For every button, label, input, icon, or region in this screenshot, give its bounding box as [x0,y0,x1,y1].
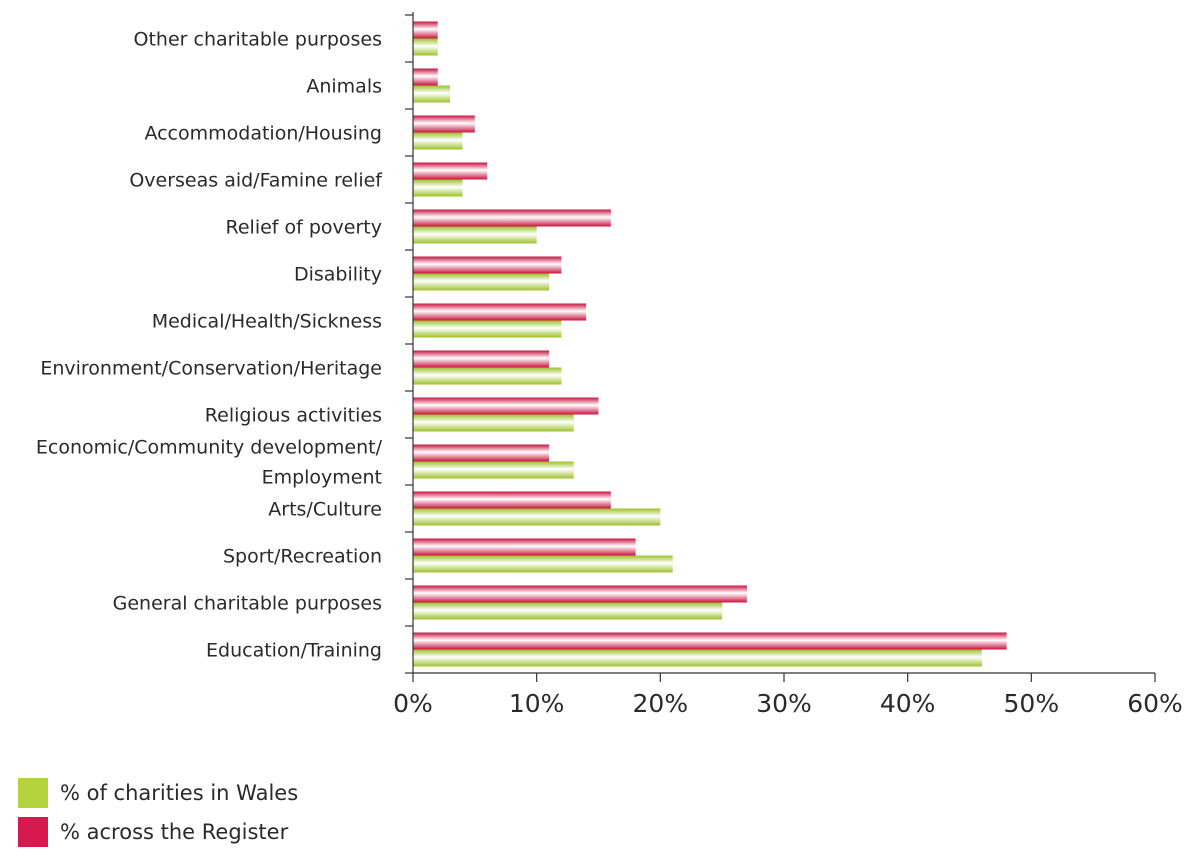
bar-register [413,491,611,509]
x-tick-label: 40% [880,689,936,718]
category-label: Sport/Recreation [223,546,382,568]
bar-wales [413,226,537,244]
bar-wales [413,179,463,197]
bar-wales [413,414,574,432]
bars-layer [413,21,1007,667]
category-label: Accommodation/Housing [144,123,382,145]
x-tick-label: 20% [633,689,689,718]
bar-register [413,115,475,133]
category-label: Animals [306,76,382,98]
bar-register [413,585,747,603]
legend-label-register: % across the Register [60,820,289,844]
x-tick-label: 30% [756,689,812,718]
bar-register [413,397,599,415]
bar-register [413,162,488,180]
bar-register [413,538,636,556]
category-label: Education/Training [206,640,382,662]
category-label: Arts/Culture [268,499,382,521]
legend-swatch-register [18,817,48,847]
bar-wales [413,367,562,385]
legend-label-wales: % of charities in Wales [60,781,299,805]
bar-register [413,303,587,321]
x-tick-label: 0% [393,689,433,718]
bar-register [413,632,1007,650]
category-label: Environment/Conservation/Heritage [40,358,382,380]
bar-wales [413,649,982,667]
x-tick-label: 50% [1004,689,1060,718]
bar-wales [413,38,438,56]
legend-swatch-wales [18,778,48,808]
bar-wales [413,85,451,103]
bar-wales [413,132,463,150]
legend-item-wales: % of charities in Wales [18,778,298,808]
x-tick-label: 10% [509,689,565,718]
bar-wales [413,461,574,479]
bar-wales [413,508,661,526]
legend: % of charities in Wales % across the Reg… [18,778,298,856]
bar-register [413,21,438,39]
labels-layer: Other charitable purposes Animals Accommod… [36,29,1183,719]
bar-register [413,209,611,227]
category-label: Relief of poverty [226,217,383,239]
bar-register [413,68,438,86]
bar-wales [413,555,673,573]
bar-wales [413,320,562,338]
bar-wales [413,273,550,291]
bar-wales [413,602,723,620]
bar-register [413,350,550,368]
bar-chart: Other charitable purposes Animals Accommod… [36,12,1183,719]
category-label: Religious activities [205,405,382,427]
category-label: Economic/Community development/ [36,437,383,459]
bar-register [413,444,550,462]
axes-layer [405,12,1156,682]
bar-register [413,256,562,274]
category-label: Medical/Health/Sickness [152,311,382,333]
category-label: Employment [262,467,382,489]
x-tick-label: 60% [1127,689,1183,718]
category-label: Disability [294,264,382,286]
legend-item-register: % across the Register [18,817,298,847]
category-label: Overseas aid/Famine relief [129,170,383,192]
category-label: Other charitable purposes [134,29,382,51]
category-label: General charitable purposes [113,593,382,615]
